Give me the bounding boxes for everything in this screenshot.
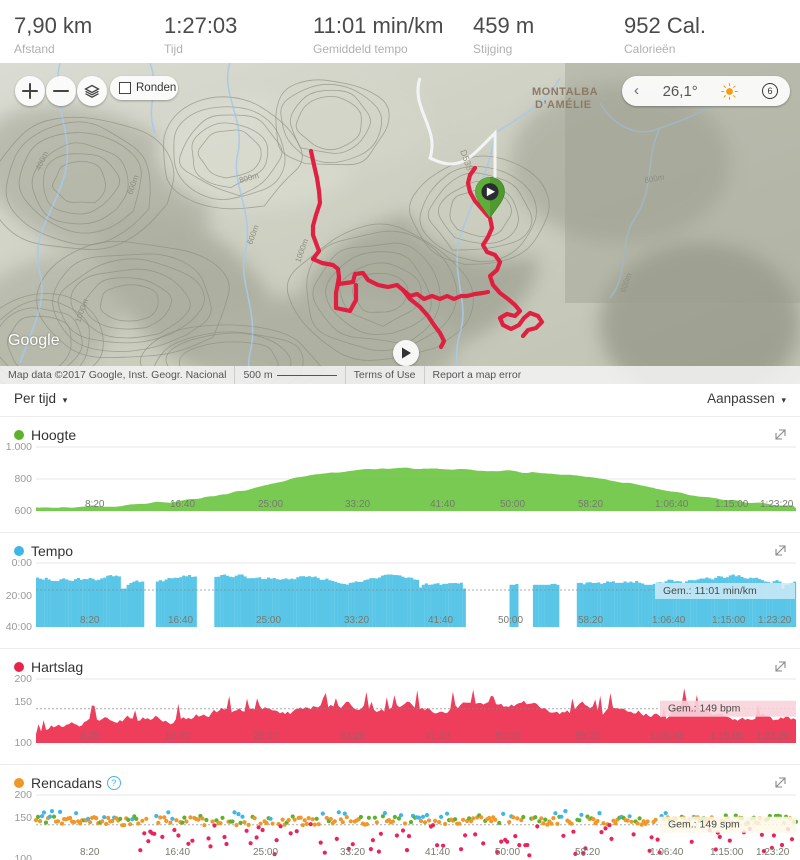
svg-text:8:20: 8:20 (85, 499, 105, 510)
svg-text:50:00: 50:00 (495, 731, 520, 742)
svg-text:33:20: 33:20 (340, 731, 365, 742)
svg-text:150: 150 (14, 696, 32, 708)
svg-text:20:00: 20:00 (6, 590, 32, 602)
svg-text:58:20: 58:20 (575, 847, 600, 858)
svg-text:1:23:20: 1:23:20 (758, 615, 792, 626)
svg-text:33:20: 33:20 (345, 499, 370, 510)
svg-text:1:23:20: 1:23:20 (756, 731, 790, 742)
svg-text:16:40: 16:40 (165, 731, 190, 742)
svg-text:600: 600 (14, 505, 32, 517)
svg-text:25:00: 25:00 (258, 499, 283, 510)
svg-text:150: 150 (14, 812, 32, 824)
svg-text:40:00: 40:00 (6, 621, 32, 633)
svg-text:58:20: 58:20 (578, 615, 603, 626)
svg-text:200: 200 (14, 673, 32, 685)
svg-text:16:40: 16:40 (168, 615, 193, 626)
svg-text:50:00: 50:00 (498, 615, 523, 626)
svg-text:41:40: 41:40 (428, 615, 453, 626)
svg-text:1:06:40: 1:06:40 (650, 731, 684, 742)
svg-text:100: 100 (14, 737, 32, 749)
svg-text:25:00: 25:00 (253, 847, 278, 858)
svg-text:33:20: 33:20 (344, 615, 369, 626)
svg-text:D’AMÉLIE: D’AMÉLIE (535, 98, 592, 111)
svg-text:8:20: 8:20 (80, 615, 100, 626)
svg-text:8:20: 8:20 (80, 731, 100, 742)
svg-text:1:15:00: 1:15:00 (712, 615, 746, 626)
svg-text:800: 800 (14, 473, 32, 485)
svg-text:58:20: 58:20 (578, 499, 603, 510)
svg-text:Gem.: 11:01 min/km: Gem.: 11:01 min/km (663, 585, 757, 597)
svg-text:200: 200 (14, 789, 32, 801)
svg-text:8:20: 8:20 (80, 847, 100, 858)
svg-text:50:00: 50:00 (500, 499, 525, 510)
svg-text:16:40: 16:40 (165, 847, 190, 858)
svg-text:1:15:00: 1:15:00 (715, 499, 749, 510)
svg-text:1:15:00: 1:15:00 (710, 731, 744, 742)
svg-text:1:23:20: 1:23:20 (760, 499, 794, 510)
svg-text:58:20: 58:20 (575, 731, 600, 742)
svg-text:1:15:00: 1:15:00 (710, 847, 744, 858)
svg-text:1:06:40: 1:06:40 (655, 499, 689, 510)
svg-text:Gem.: 149 spm: Gem.: 149 spm (668, 819, 740, 831)
svg-text:25:00: 25:00 (253, 731, 278, 742)
svg-text:50:00: 50:00 (495, 847, 520, 858)
svg-text:16:40: 16:40 (170, 499, 195, 510)
svg-text:1:23:20: 1:23:20 (756, 847, 790, 858)
svg-text:Gem.: 149 bpm: Gem.: 149 bpm (668, 703, 741, 715)
svg-text:MONTALBA: MONTALBA (532, 86, 598, 98)
svg-text:41:40: 41:40 (425, 847, 450, 858)
svg-text:1:06:40: 1:06:40 (650, 847, 684, 858)
svg-text:33:20: 33:20 (340, 847, 365, 858)
svg-text:0:00: 0:00 (12, 557, 33, 569)
svg-text:1:06:40: 1:06:40 (652, 615, 686, 626)
svg-text:25:00: 25:00 (256, 615, 281, 626)
svg-text:41:40: 41:40 (430, 499, 455, 510)
svg-text:41:40: 41:40 (425, 731, 450, 742)
svg-text:100: 100 (14, 853, 32, 860)
svg-text:1.000: 1.000 (6, 441, 32, 453)
